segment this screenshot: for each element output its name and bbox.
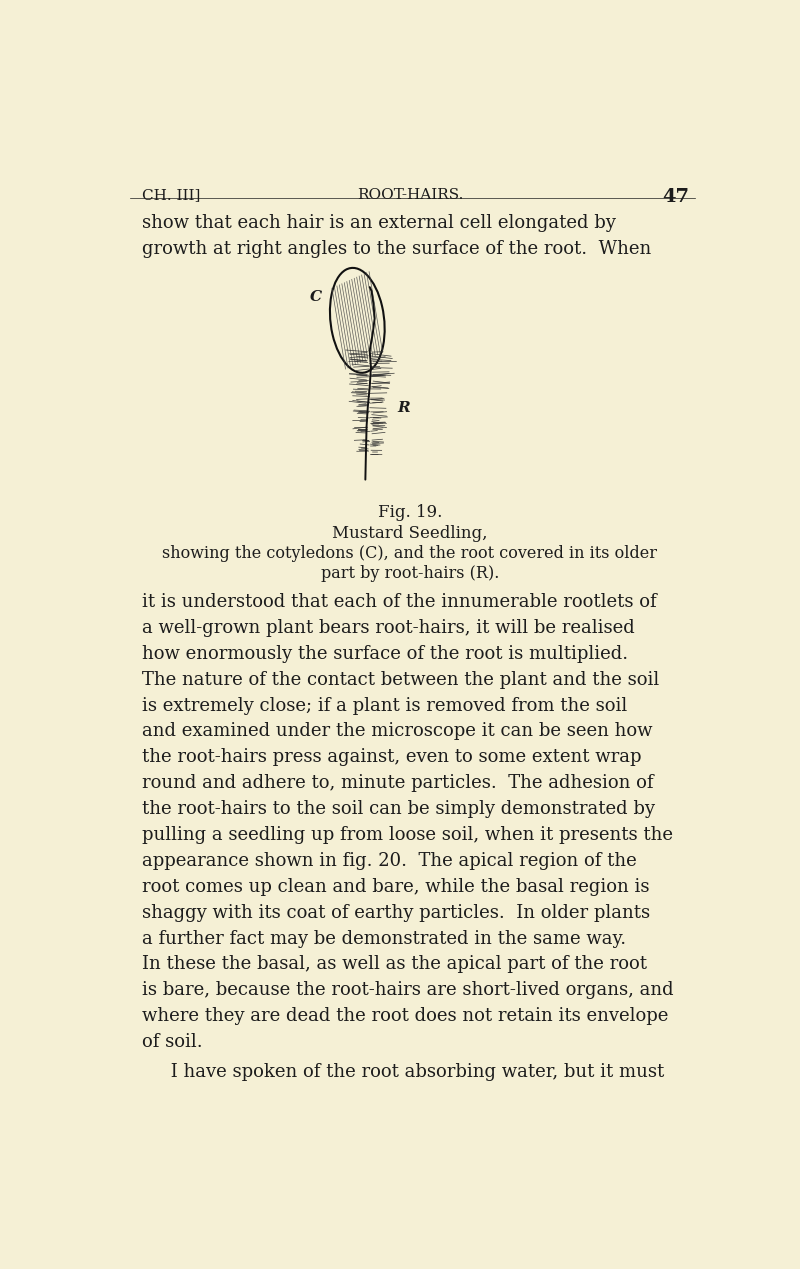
Text: a further fact may be demonstrated in the same way.: a further fact may be demonstrated in th… [142,930,626,948]
Text: shaggy with its coat of earthy particles.  In older plants: shaggy with its coat of earthy particles… [142,904,650,921]
Ellipse shape [330,268,385,373]
Text: ROOT-HAIRS.: ROOT-HAIRS. [357,188,463,203]
Text: 47: 47 [662,188,689,207]
Text: part by root-hairs (R).: part by root-hairs (R). [321,565,499,581]
Text: it is understood that each of the innumerable rootlets of: it is understood that each of the innume… [142,593,657,610]
Text: root comes up clean and bare, while the basal region is: root comes up clean and bare, while the … [142,878,650,896]
Text: showing the cotyledons (C), and the root covered in its older: showing the cotyledons (C), and the root… [162,546,658,562]
Text: a well-grown plant bears root-hairs, it will be realised: a well-grown plant bears root-hairs, it … [142,619,635,637]
Text: I have spoken of the root absorbing water, but it must: I have spoken of the root absorbing wate… [142,1063,665,1081]
Text: show that each hair is an external cell elongated by: show that each hair is an external cell … [142,214,616,232]
Text: where they are dead the root does not retain its envelope: where they are dead the root does not re… [142,1008,669,1025]
Text: In these the basal, as well as the apical part of the root: In these the basal, as well as the apica… [142,956,647,973]
Text: CH. III]: CH. III] [142,188,201,203]
Text: the root-hairs to the soil can be simply demonstrated by: the root-hairs to the soil can be simply… [142,801,655,819]
Text: the root-hairs press against, even to some extent wrap: the root-hairs press against, even to so… [142,749,642,766]
Text: appearance shown in fig. 20.  The apical region of the: appearance shown in fig. 20. The apical … [142,851,637,871]
Text: is bare, because the root-hairs are short-lived organs, and: is bare, because the root-hairs are shor… [142,981,674,1000]
Text: The nature of the contact between the plant and the soil: The nature of the contact between the pl… [142,670,659,689]
Text: and examined under the microscope it can be seen how: and examined under the microscope it can… [142,722,653,740]
Text: growth at right angles to the surface of the root.  When: growth at right angles to the surface of… [142,240,651,258]
Text: Fig. 19.: Fig. 19. [378,504,442,522]
Text: Mustard Seedling,: Mustard Seedling, [332,524,488,542]
Text: R: R [398,401,410,415]
Text: is extremely close; if a plant is removed from the soil: is extremely close; if a plant is remove… [142,697,627,714]
Text: pulling a seedling up from loose soil, when it presents the: pulling a seedling up from loose soil, w… [142,826,673,844]
Text: C: C [310,289,322,303]
Text: of soil.: of soil. [142,1033,202,1051]
Text: round and adhere to, minute particles.  The adhesion of: round and adhere to, minute particles. T… [142,774,654,792]
Text: how enormously the surface of the root is multiplied.: how enormously the surface of the root i… [142,645,628,662]
